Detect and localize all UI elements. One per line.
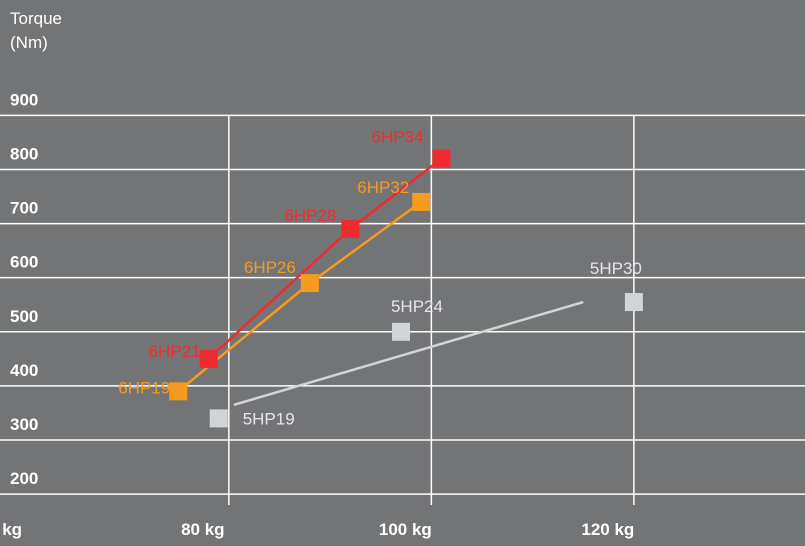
- y-axis-title-line-1: Torque: [10, 9, 62, 28]
- data-label-6hp34: 6HP34: [371, 128, 423, 147]
- y-tick-label-800: 800: [10, 144, 38, 163]
- y-axis-title-line-2: (Nm): [10, 33, 48, 52]
- y-tick-label-700: 700: [10, 199, 38, 218]
- marker-6hp19: [169, 382, 188, 401]
- data-label-6hp21: 6HP21: [149, 342, 201, 361]
- marker-5hp19: [209, 409, 228, 428]
- data-label-6hp32: 6HP32: [357, 178, 409, 197]
- trendlines: [233, 300, 584, 407]
- x-tick-label-80: 80 kg: [181, 520, 224, 539]
- marker-5hp24: [391, 322, 410, 341]
- marker-5hp30: [624, 293, 643, 312]
- data-label-5hp30: 5HP30: [590, 259, 642, 278]
- marker-6hp32: [412, 192, 431, 211]
- y-tick-label-300: 300: [10, 415, 38, 434]
- data-label-6hp28: 6HP28: [284, 206, 336, 225]
- grid: [0, 114, 805, 505]
- y-tick-label-200: 200: [10, 469, 38, 488]
- y-axis: Torque (Nm) 200 300 400 500 600 700 800 900: [10, 9, 62, 488]
- x-tick-label-100: 100 kg: [379, 520, 432, 539]
- marker-6hp21: [199, 349, 218, 368]
- data-points: [169, 149, 643, 428]
- data-label-6hp19: 6HP19: [118, 378, 170, 397]
- x-axis: 60 kg 80 kg 100 kg 120 kg: [0, 520, 634, 539]
- marker-6hp26: [300, 274, 319, 293]
- marker-6hp34: [432, 149, 451, 168]
- data-label-6hp26: 6HP26: [244, 258, 296, 277]
- y-tick-label-400: 400: [10, 361, 38, 380]
- data-label-5hp19: 5HP19: [243, 409, 295, 428]
- y-tick-label-600: 600: [10, 253, 38, 272]
- x-tick-label-60: 60 kg: [0, 520, 22, 539]
- trendline: [233, 300, 584, 407]
- x-tick-label-120: 120 kg: [581, 520, 634, 539]
- y-tick-label-900: 900: [10, 90, 38, 109]
- marker-6hp28: [341, 219, 360, 238]
- data-label-5hp24: 5HP24: [391, 297, 443, 316]
- y-tick-label-500: 500: [10, 307, 38, 326]
- data-labels: 6HP21 6HP28 6HP34 6HP19 6HP26 6HP32 5HP19 5HP24…: [118, 128, 642, 429]
